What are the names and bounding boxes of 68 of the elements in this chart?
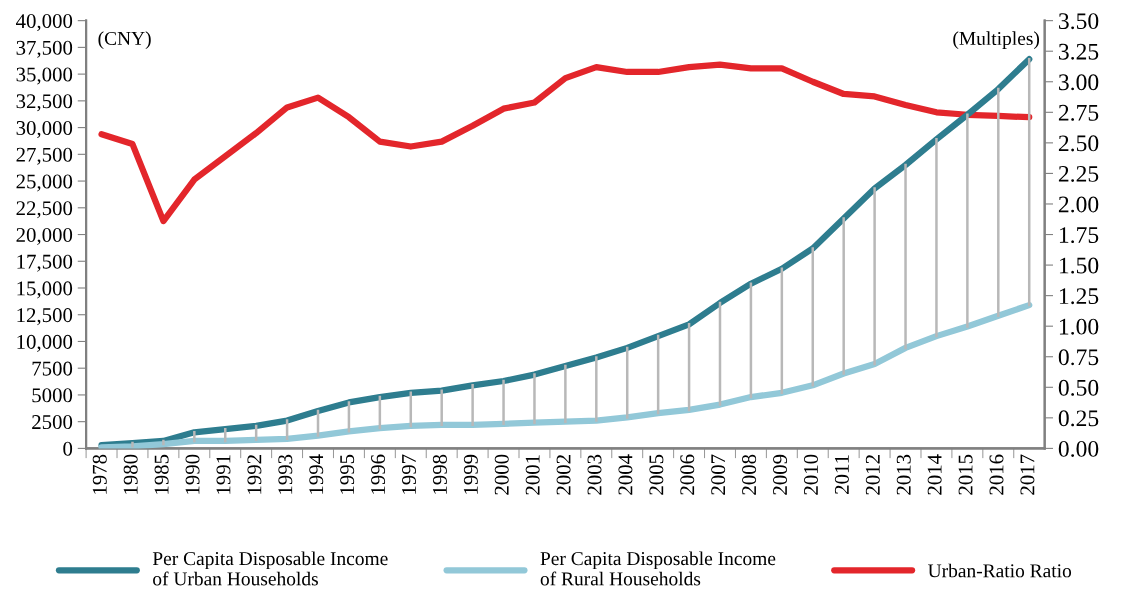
y-axis-title: (CNY): [98, 31, 151, 49]
x-tick-label: 1993: [278, 454, 293, 494]
y-tick-label: 20,000: [16, 227, 73, 245]
legend-label: Per Capita Disposable Income of Rural Households: [540, 551, 776, 586]
x-tick-label: 2008: [742, 454, 757, 495]
x-tick-label: 1990: [185, 454, 200, 494]
y-tick-label: 15,000: [17, 281, 73, 299]
y-tick-label: 27,500: [16, 147, 73, 165]
y-tick-label: 2500: [32, 415, 73, 430]
x-tick-label: 1991: [216, 455, 231, 494]
x-tick-label: 1978: [92, 454, 107, 494]
x-tick-label: 2017: [1020, 454, 1035, 495]
y2-tick-label: 2.75: [1058, 104, 1099, 121]
x-tick-label: 1994: [309, 454, 324, 494]
y2-tick-label: 0.75: [1058, 349, 1099, 366]
x-tick-label: 2015: [958, 454, 973, 495]
y2-tick-label: 2.00: [1058, 196, 1099, 213]
x-tick-label: 2011: [834, 455, 849, 494]
y2-tick-label: 0.25: [1058, 410, 1099, 427]
y-tick-label: 7500: [32, 361, 73, 376]
y-tick-label: 17,500: [17, 254, 73, 272]
y-tick-label: 40,000: [16, 14, 73, 32]
y2-tick-label: 0.00: [1058, 440, 1099, 457]
x-tick-label: 2000: [494, 454, 509, 495]
x-tick-label: 2006: [680, 454, 695, 495]
y-tick-label: 5000: [32, 388, 73, 403]
x-tick-label: 2009: [773, 454, 788, 495]
y2-tick-label: 2.25: [1058, 165, 1099, 182]
y2-tick-label: 2.50: [1058, 135, 1099, 152]
y-tick-label: 10,000: [17, 334, 73, 352]
y2-tick-label: 0.50: [1058, 379, 1099, 396]
y2-tick-label: 1.00: [1059, 318, 1099, 335]
x-tick-label: 2016: [989, 454, 1004, 495]
x-tick-label: 2003: [587, 454, 602, 495]
y-tick-label: 25,000: [16, 174, 73, 192]
legend-label: Per Capita Disposable Income of Urban Households: [152, 551, 388, 586]
x-tick-label: 2004: [618, 454, 633, 495]
x-tick-label: 1997: [401, 454, 416, 494]
y-tick-label: 0: [63, 441, 73, 456]
y2-tick-label: 1.50: [1059, 257, 1099, 274]
x-tick-label: 2005: [649, 454, 664, 495]
x-tick-label: 2012: [865, 455, 880, 495]
x-tick-label: 2010: [803, 454, 818, 495]
y2-tick-label: 1.75: [1059, 227, 1099, 244]
x-tick-label: 1995: [340, 454, 355, 494]
x-tick-label: 1980: [123, 454, 138, 494]
y2-tick-label: 1.25: [1059, 288, 1099, 305]
y2-tick-label: 3.25: [1059, 43, 1099, 60]
x-tick-label: 2001: [525, 455, 540, 495]
x-tick-label: 1998: [432, 454, 447, 494]
x-tick-label: 2013: [896, 454, 911, 495]
y-tick-label: 12,500: [17, 308, 73, 326]
x-tick-label: 2002: [556, 455, 571, 495]
y2-axis-title: (Multiples): [953, 31, 1040, 49]
y-tick-label: 30,000: [16, 120, 73, 139]
x-tick-label: 1999: [463, 454, 478, 494]
y-tick-label: 37,500: [16, 40, 73, 58]
legend-label: Urban-Ratio Ratio: [928, 563, 1072, 578]
y-tick-label: 32,500: [16, 94, 73, 112]
x-tick-label: 1985: [154, 454, 169, 494]
y2-tick-label: 3.50: [1059, 13, 1099, 30]
y2-tick-label: 3.00: [1059, 74, 1099, 91]
x-tick-label: 2007: [711, 454, 726, 495]
x-tick-label: 2014: [927, 454, 942, 495]
y-tick-label: 35,000: [16, 67, 73, 85]
y-tick-label: 22,500: [16, 201, 73, 219]
x-tick-label: 1996: [371, 454, 386, 494]
x-tick-label: 1992: [247, 455, 262, 494]
